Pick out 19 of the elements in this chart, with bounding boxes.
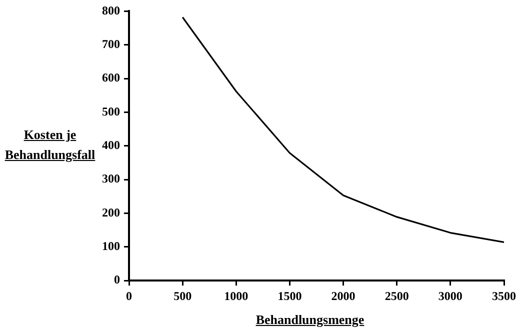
y-tick-label: 100 xyxy=(102,239,120,254)
x-tick-label: 3000 xyxy=(438,288,462,303)
y-tick-label: 800 xyxy=(102,3,120,18)
x-tick-label: 2500 xyxy=(384,288,409,303)
y-tick-label: 600 xyxy=(102,70,120,85)
x-tick-label: 3500 xyxy=(492,288,516,303)
y-tick-label: 200 xyxy=(102,205,120,220)
x-tick-label: 2000 xyxy=(331,288,356,303)
y-tick-label: 700 xyxy=(102,36,120,51)
y-tick-label: 400 xyxy=(102,138,120,152)
x-tick-label: 1000 xyxy=(224,288,248,303)
x-tick-label: 0 xyxy=(126,288,132,303)
y-tick-label: 0 xyxy=(114,272,120,287)
x-axis-title: Behandlungsmenge xyxy=(254,312,366,328)
y-tick-label: 500 xyxy=(102,104,120,118)
y-axis-title: Kosten je Behandlungsfall xyxy=(4,126,96,164)
x-tick-label: 1500 xyxy=(278,288,302,303)
y-tick-label: 300 xyxy=(102,172,120,186)
x-tick-label: 500 xyxy=(174,288,192,303)
